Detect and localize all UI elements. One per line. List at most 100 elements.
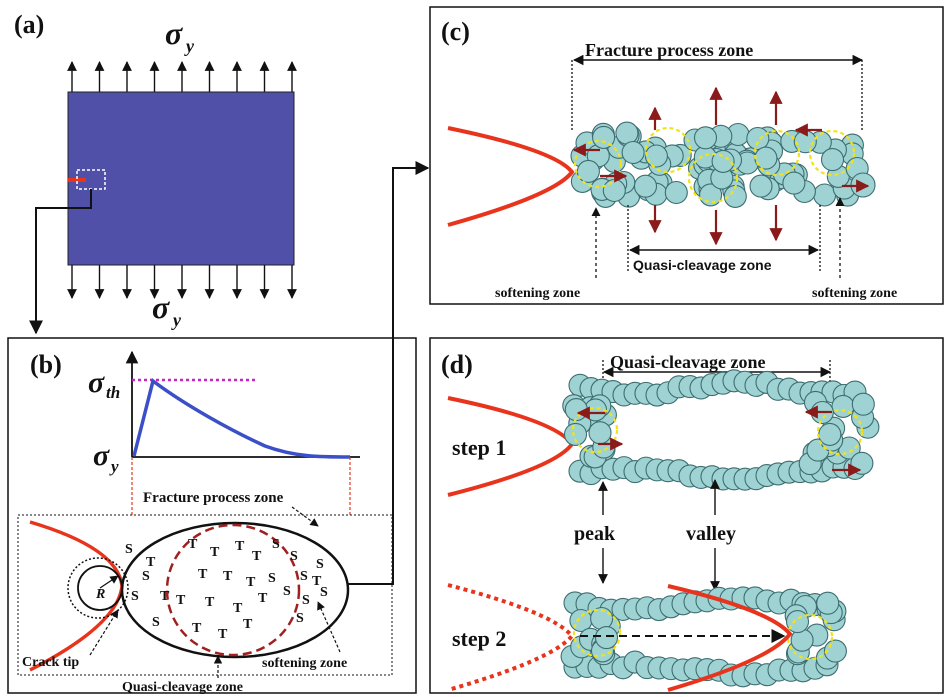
- valley-label: valley: [686, 523, 736, 545]
- peak-label: peak: [574, 523, 616, 545]
- svg-text:y: y: [109, 457, 119, 476]
- softening-label: softening zone: [262, 656, 347, 671]
- tip-radius-circle: [67, 557, 129, 619]
- atom: [818, 422, 842, 446]
- fpz-pointer: [291, 506, 319, 527]
- sigma-y-label: σ y: [93, 439, 119, 476]
- stress-curve: [132, 378, 351, 459]
- s-letter: S: [131, 589, 139, 604]
- radius-label: R: [95, 587, 105, 602]
- svg-text:σ: σ: [152, 289, 170, 325]
- c-soft-right-label: softening zone: [812, 286, 897, 301]
- s-letter: S: [142, 569, 150, 584]
- quasi-cleavage-circle: [165, 523, 301, 657]
- yellow-ring: [753, 129, 801, 177]
- atom: [816, 591, 840, 615]
- t-letter: T: [258, 591, 268, 606]
- t-letter: T: [223, 569, 233, 584]
- panel-b-frame: [7, 337, 417, 694]
- t-letter: T: [246, 575, 256, 590]
- t-letter: T: [210, 545, 220, 560]
- yellow-ring: [572, 608, 622, 658]
- yellow-ring: [571, 406, 619, 454]
- specimen-plate: [67, 91, 295, 266]
- radius-arrow: [99, 575, 119, 589]
- fpz-label: Fracture process zone: [143, 490, 284, 506]
- c-crack: [447, 126, 575, 227]
- atom: [782, 171, 806, 195]
- d-crack-step2-new: [667, 584, 793, 692]
- s-letter: S: [125, 542, 133, 557]
- t-letter: T: [146, 555, 156, 570]
- svg-text:y: y: [171, 310, 182, 330]
- s-letter: S: [272, 537, 280, 552]
- step1-label: step 1: [452, 435, 506, 460]
- t-letter: T: [243, 617, 253, 632]
- t-letter: T: [188, 537, 198, 552]
- atom: [644, 144, 668, 168]
- s-letter: S: [296, 611, 304, 626]
- s-letter: S: [316, 557, 324, 572]
- d-step1-arrows: [576, 405, 862, 477]
- sigma-th-label: σ th: [88, 366, 120, 402]
- s-letter: S: [302, 593, 310, 608]
- atom: [749, 174, 773, 198]
- d-step1-atoms: [562, 369, 880, 491]
- softening-pointer: [317, 601, 341, 653]
- svg-text:y: y: [184, 36, 195, 56]
- yellow-ring: [808, 129, 856, 177]
- step2-label: step 2: [452, 626, 506, 651]
- atom: [693, 126, 718, 150]
- sigma-top: σ y: [165, 15, 195, 56]
- c-fpz-label: Fracture process zone: [585, 40, 753, 60]
- bottom-load-arrows: [67, 265, 297, 299]
- panel-c: (c) Fracture process zone Quasi-cleavage…: [429, 6, 944, 305]
- connector-a-b: [29, 189, 92, 335]
- atom: [813, 183, 837, 207]
- stress-plot: σ th σ y: [88, 350, 360, 515]
- c-quasi-label: Quasi-cleavage zone: [633, 257, 772, 273]
- panel-d-frame: [429, 337, 944, 694]
- atom: [785, 610, 810, 634]
- c-atom-cluster: [570, 121, 876, 208]
- crack-tip-curve: [29, 520, 124, 672]
- s-letter: S: [320, 585, 328, 600]
- svg-text:th: th: [106, 383, 120, 402]
- atom: [564, 398, 588, 422]
- atom: [621, 140, 645, 165]
- atom: [594, 626, 619, 650]
- t-letter: T: [192, 621, 202, 636]
- t-letter: T: [252, 549, 262, 564]
- d-step2-atoms: [560, 586, 847, 688]
- atom: [602, 178, 626, 203]
- atom: [615, 121, 639, 145]
- panel-d: (d) Quasi-cleavage zone step 1 peak vall…: [429, 337, 944, 694]
- d-quasi-label: Quasi-cleavage zone: [610, 352, 765, 372]
- atom: [754, 146, 778, 170]
- process-zone-ellipse: [120, 521, 350, 659]
- atom: [820, 148, 845, 172]
- panel-c-frame: [429, 6, 944, 305]
- quasi-label: Quasi-cleavage zone: [122, 680, 243, 695]
- atom: [563, 422, 588, 446]
- top-load-arrows: [67, 61, 297, 92]
- t-letter: T: [160, 589, 170, 604]
- t-letter: T: [176, 593, 186, 608]
- t-letter: T: [233, 601, 243, 616]
- s-letter: S: [283, 584, 291, 599]
- atom: [576, 159, 600, 183]
- t-letter: T: [235, 539, 245, 554]
- yellow-ring: [573, 139, 623, 189]
- yellow-ring: [786, 613, 834, 661]
- panel-b-label: (b): [30, 350, 62, 379]
- s-letter: S: [290, 549, 298, 564]
- t-letter: T: [312, 574, 322, 589]
- atom: [746, 126, 770, 151]
- yellow-ring: [816, 408, 864, 456]
- crack-tip-label: Crack tip: [22, 655, 79, 670]
- panel-b: (b) σ th σ y Fracture process zone R: [7, 161, 430, 695]
- atom: [592, 125, 616, 149]
- panel-c-label: (c): [441, 17, 470, 46]
- t-letter: T: [205, 595, 215, 610]
